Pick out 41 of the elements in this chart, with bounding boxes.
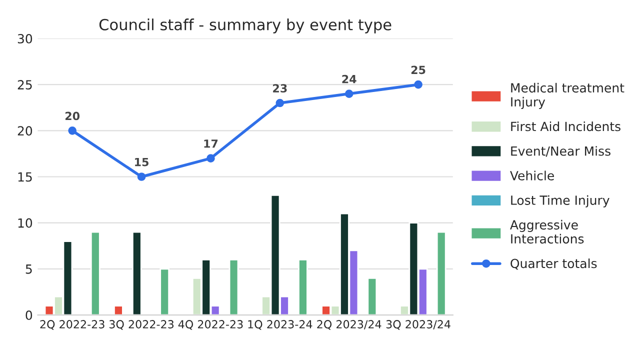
data-label: 23	[273, 84, 287, 93]
point	[68, 126, 76, 135]
data-label: 20	[65, 112, 80, 120]
legend-label: Lost Time Injury	[511, 195, 610, 208]
bar	[160, 268, 170, 315]
x-tick-label: 3Q 2022-23	[109, 320, 174, 330]
legend-label: Quarter totals	[510, 258, 597, 270]
y-tick-label: 30	[18, 34, 32, 44]
bar	[367, 277, 378, 315]
x-tick-label: 3Q 2023/24	[386, 320, 450, 330]
x-tick-label: 4Q 2022-23	[178, 320, 243, 330]
data-label: 25	[411, 66, 426, 74]
bar	[228, 259, 239, 315]
data-label: 17	[204, 140, 218, 148]
point	[206, 154, 215, 162]
y-tick-label: 20	[18, 126, 32, 136]
legend-label: Aggressive Interactions	[510, 220, 584, 244]
bar	[132, 231, 142, 315]
legend-label: Medical treatment Injury	[511, 82, 624, 110]
chart-title: Council staff - summary by event type	[99, 18, 392, 34]
legend-label: First Aid Incidents	[511, 122, 620, 132]
point	[414, 80, 422, 89]
y-tick-label: 25	[18, 80, 32, 90]
x-tick-label: 2Q 2023/24	[317, 320, 382, 330]
y-tick-label: 10	[18, 218, 32, 228]
legend-label: Event/Near Miss	[511, 146, 610, 157]
x-tick-label: 2Q 2022-23	[40, 320, 104, 330]
point	[344, 90, 354, 98]
bar	[298, 259, 308, 315]
data-label: 15	[135, 158, 148, 166]
legend-label: Vehicle	[510, 170, 554, 180]
bar	[436, 231, 446, 315]
y-tick-label: 5	[26, 264, 32, 274]
bar	[90, 231, 100, 315]
point	[276, 98, 284, 108]
bar	[114, 305, 124, 315]
data-label: 24	[342, 74, 356, 84]
x-tick-label: 1Q 2023-24	[248, 320, 312, 330]
point	[137, 172, 146, 181]
y-tick-label: 15	[18, 172, 32, 182]
y-tick-label: 0	[26, 310, 32, 320]
